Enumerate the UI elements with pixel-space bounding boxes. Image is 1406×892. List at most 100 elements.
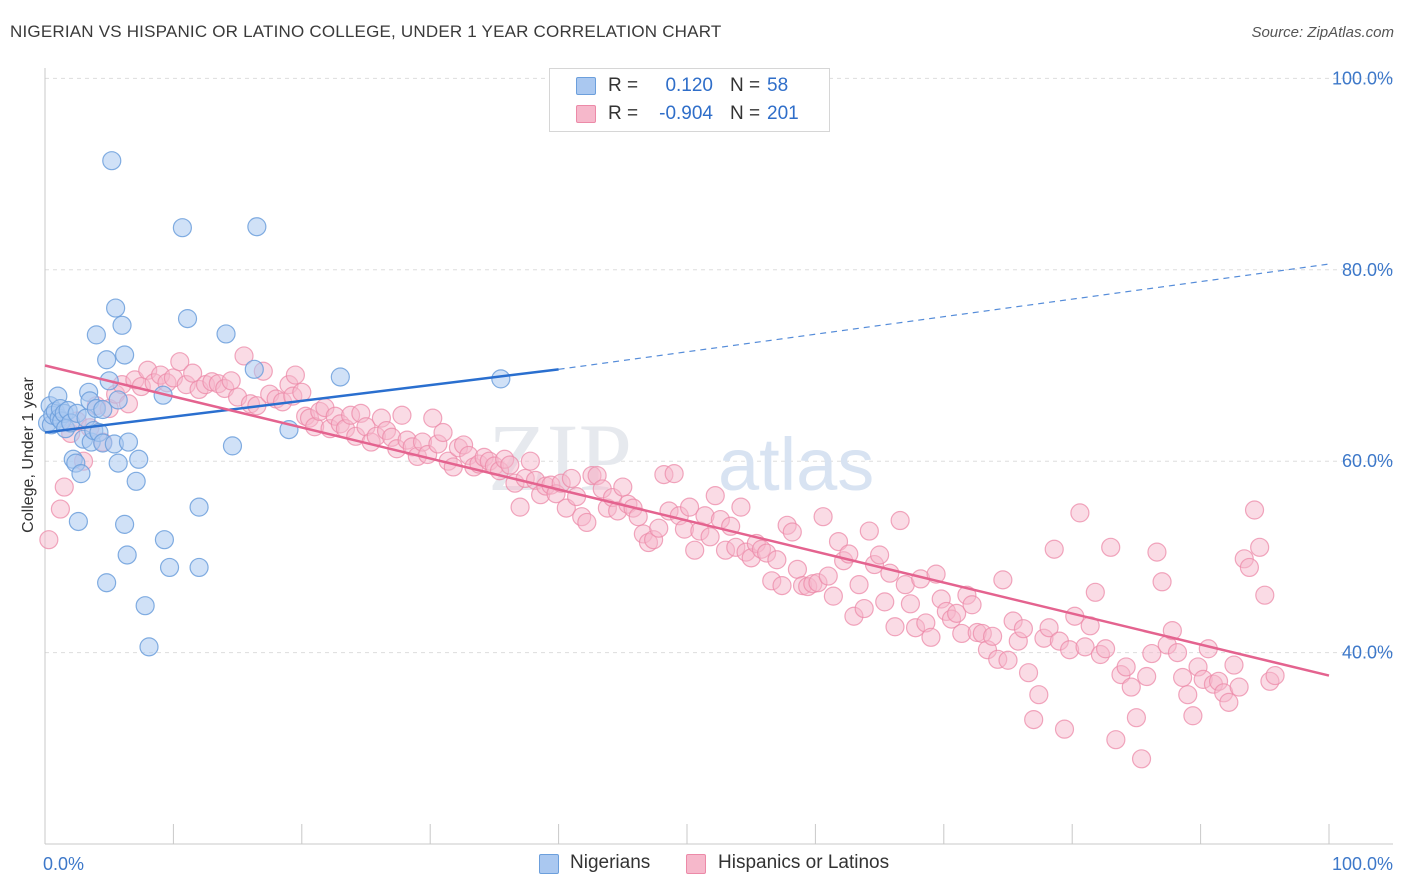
data-point-hispanic [962, 595, 982, 615]
data-point-hispanic [705, 486, 725, 506]
data-point-hispanic [813, 507, 833, 527]
legend-label-nigerians: Nigerians [570, 852, 651, 873]
data-point-nigerian [172, 218, 192, 238]
data-point-hispanic [1224, 655, 1244, 675]
data-point-hispanic [613, 477, 633, 497]
data-point-hispanic [700, 527, 720, 547]
data-point-nigerian [117, 545, 137, 565]
data-point-hispanic [1075, 637, 1095, 657]
data-point-hispanic [1167, 642, 1188, 663]
y-tick-label: 80.0% [1342, 260, 1393, 280]
data-point-nigerian [102, 151, 122, 171]
y-tick-label: 100.0% [1332, 68, 1393, 88]
chart-title: NIGERIAN VS HISPANIC OR LATINO COLLEGE, … [10, 22, 722, 41]
data-point-nigerian [93, 399, 113, 420]
data-point-hispanic [900, 594, 921, 614]
data-point-hispanic [1054, 719, 1075, 739]
data-point-hispanic [823, 586, 843, 606]
data-point-nigerian [115, 514, 135, 534]
data-point-hispanic [39, 530, 59, 550]
data-point-hispanic [679, 497, 700, 517]
stats-legend: R = 0.120 N = 58 R = -0.904 N = 201 [549, 68, 830, 132]
data-point-hispanic [1013, 619, 1034, 639]
legend-swatch-nigerians [576, 77, 596, 95]
data-point-hispanic [1131, 749, 1152, 769]
data-point-nigerian [106, 298, 126, 318]
y-axis-label: College, Under 1 year [20, 377, 37, 533]
data-point-hispanic [1229, 677, 1249, 697]
data-point-hispanic [828, 531, 849, 552]
data-point-hispanic [993, 570, 1013, 590]
data-point-nigerian [129, 449, 149, 469]
data-point-hispanic [433, 422, 453, 443]
data-point-nigerian [244, 359, 264, 379]
data-point-nigerian [112, 315, 132, 335]
watermark-atlas: atlas [718, 423, 874, 506]
data-point-hispanic [818, 566, 838, 586]
data-point-hispanic [1239, 557, 1259, 578]
data-point-hispanic [285, 365, 305, 385]
data-point-hispanic [854, 598, 874, 619]
data-point-hispanic [875, 592, 895, 612]
data-point-nigerian [126, 471, 146, 491]
data-point-nigerian [216, 324, 236, 344]
data-point-nigerian [189, 497, 209, 517]
data-point-nigerian [71, 464, 91, 484]
data-point-hispanic [664, 464, 684, 484]
data-point-hispanic [1147, 542, 1167, 562]
data-point-hispanic [782, 522, 802, 542]
data-point-hispanic [1116, 657, 1136, 677]
axis-layer [44, 68, 1393, 845]
data-point-hispanic [685, 540, 705, 560]
data-point-hispanic [1121, 677, 1141, 697]
legend-label-hispanics: Hispanics or Latinos [718, 852, 890, 873]
data-point-hispanic [998, 650, 1018, 670]
data-point-nigerian [108, 453, 128, 473]
data-point-hispanic [392, 405, 412, 425]
data-point-nigerian [159, 557, 180, 578]
data-point-hispanic [443, 457, 463, 477]
data-point-nigerian [135, 596, 155, 616]
data-point-hispanic [50, 499, 71, 519]
data-point-nigerian [154, 530, 175, 550]
data-point-hispanic [1142, 643, 1162, 664]
data-point-hispanic [500, 455, 520, 475]
data-point-hispanic [982, 626, 1003, 646]
data-point-nigerian [222, 436, 243, 456]
x-tick-label: 0.0% [43, 854, 84, 874]
y-tick-label: 60.0% [1342, 451, 1393, 471]
data-point-hispanic [731, 497, 751, 517]
data-point-hispanic [1137, 666, 1157, 687]
data-point-hispanic [183, 363, 203, 383]
trend-lines [44, 263, 1330, 677]
data-point-hispanic [234, 346, 254, 366]
data-point-hispanic [520, 451, 540, 471]
legend-r-value: -0.904 [659, 103, 713, 124]
data-point-hispanic [767, 550, 787, 570]
data-point-nigerian [118, 432, 139, 452]
trend-line-nigerians-extension [558, 263, 1330, 370]
data-point-hispanic [54, 477, 74, 497]
legend-r-label: R = [608, 75, 639, 96]
data-point-hispanic [1183, 706, 1203, 726]
data-point-hispanic [921, 627, 941, 647]
data-point-nigerian [108, 390, 128, 410]
data-point-hispanic [772, 576, 792, 596]
legend-n-label: N = [730, 75, 761, 96]
data-point-hispanic [859, 521, 879, 541]
data-point-nigerian [97, 350, 117, 370]
data-point-hispanic [1255, 585, 1275, 605]
data-point-hispanic [1044, 539, 1064, 559]
data-point-hispanic [1039, 618, 1059, 638]
data-point-hispanic [1029, 685, 1049, 705]
data-point-hispanic [292, 382, 312, 402]
data-point-nigerian [139, 637, 159, 657]
data-point-nigerian [97, 573, 117, 593]
trend-line-hispanics [44, 364, 1330, 677]
data-point-hispanic [869, 545, 890, 565]
legend-swatch-nigerians [539, 854, 559, 874]
data-point-hispanic [885, 617, 905, 637]
legend-n-value: 201 [767, 103, 799, 124]
data-point-hispanic [1219, 692, 1239, 712]
